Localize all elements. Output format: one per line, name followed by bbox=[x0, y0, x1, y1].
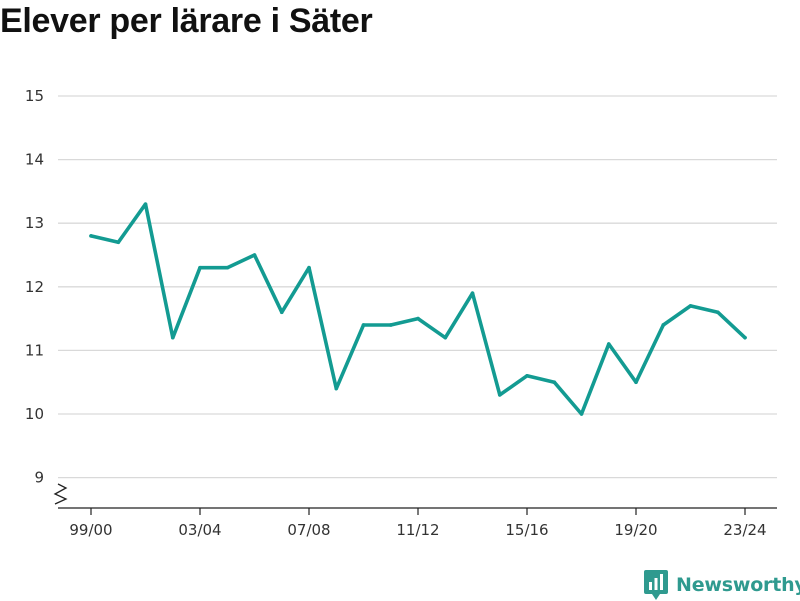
chart-title: Elever per lärare i Säter bbox=[0, 2, 373, 40]
x-tick-label: 19/20 bbox=[614, 521, 657, 539]
data-point bbox=[579, 412, 584, 416]
data-point bbox=[552, 380, 557, 385]
data-point bbox=[715, 310, 720, 315]
data-point bbox=[661, 323, 666, 327]
grid-lines bbox=[58, 95, 777, 479]
x-axis bbox=[53, 483, 777, 509]
x-tick-label: 11/12 bbox=[396, 521, 439, 539]
y-tick-label: 11 bbox=[25, 341, 44, 359]
data-point bbox=[497, 393, 502, 397]
data-point bbox=[116, 240, 121, 245]
data-point bbox=[170, 335, 175, 340]
x-tick-label: 15/16 bbox=[505, 521, 548, 539]
data-point bbox=[89, 234, 93, 238]
data-point bbox=[688, 304, 693, 308]
y-axis-ticks: 9 10 11 12 13 14 15 bbox=[25, 87, 44, 487]
data-point bbox=[361, 323, 366, 327]
x-tick-label: 03/04 bbox=[178, 521, 221, 539]
data-point bbox=[225, 265, 230, 270]
data-point bbox=[416, 316, 420, 321]
x-tick-label: 23/24 bbox=[723, 521, 766, 539]
data-point bbox=[525, 374, 529, 378]
data-point bbox=[307, 265, 311, 270]
data-point bbox=[279, 310, 284, 315]
data-point bbox=[334, 386, 339, 391]
y-tick-label: 9 bbox=[34, 469, 44, 487]
data-point bbox=[743, 335, 747, 340]
data-point bbox=[198, 265, 202, 270]
series-line bbox=[89, 202, 747, 416]
brand-name: Newsworthy bbox=[676, 574, 800, 596]
y-tick-label: 10 bbox=[25, 405, 44, 423]
brand-logo: Newsworthy bbox=[643, 569, 800, 601]
data-point bbox=[606, 342, 611, 346]
data-point bbox=[143, 202, 148, 206]
x-tick-label: 07/08 bbox=[287, 521, 330, 539]
y-tick-label: 14 bbox=[25, 151, 44, 169]
x-tick-label: 99/00 bbox=[69, 521, 112, 539]
y-tick-label: 12 bbox=[25, 278, 44, 296]
data-point bbox=[388, 323, 393, 327]
axis-break-icon bbox=[53, 483, 68, 505]
newsworthy-logo-icon bbox=[644, 570, 668, 600]
data-point bbox=[470, 291, 475, 295]
data-point bbox=[634, 380, 638, 385]
x-axis-ticks: 99/00 03/04 07/08 11/12 15/16 19/20 23/24 bbox=[69, 508, 767, 539]
y-tick-label: 13 bbox=[25, 214, 44, 232]
data-point bbox=[252, 253, 257, 257]
data-point bbox=[443, 335, 448, 340]
series bbox=[89, 202, 747, 416]
y-tick-label: 15 bbox=[25, 87, 44, 105]
